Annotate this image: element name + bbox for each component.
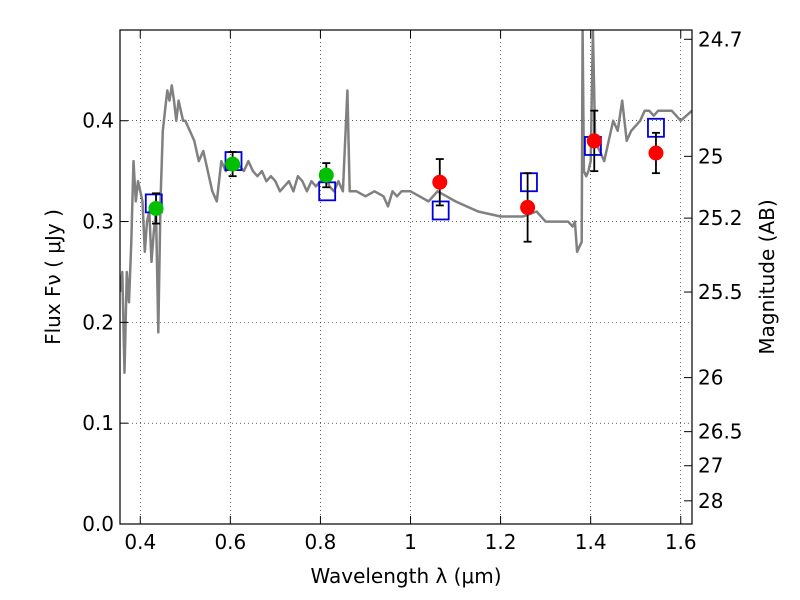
y-tick-label: 0.2 [82,310,114,334]
x-tick-label: 1 [404,530,417,554]
observed_nir-point [432,174,448,190]
model-photometry-square [431,200,450,221]
x-tick-label: 0.6 [214,530,246,554]
mag-tick-label: 25.5 [698,280,743,304]
y-axis-label: Flux Fν ( μJy ) [41,209,65,345]
mag-tick-label: 27 [698,454,723,478]
axis-ticks: 0.4 0.6 0.8 1 1.2 1.4 1.6 0.0 0.1 0.2 0.3 0.4 24.7 25… [82,27,742,554]
mag-tick-label: 25.2 [698,206,743,230]
y-axis-right-label: Magnitude (AB) [755,199,779,354]
plot-area [120,30,692,375]
y-tick-label: 0.1 [82,411,114,435]
observed_optical-point [318,167,334,183]
observed_nir-point [586,133,602,149]
y-tick-label: 0.4 [82,109,114,133]
observed_optical-point [148,200,164,216]
mag-tick-label: 28 [698,489,723,513]
observed_nir-point [520,199,536,215]
model-spectrum-line [120,30,692,375]
mag-tick-label: 24.7 [698,27,743,51]
mag-tick-label: 26.5 [698,420,743,444]
mag-tick-label: 25 [698,144,723,168]
x-tick-label: 0.4 [124,530,156,554]
x-tick-label: 1.6 [665,530,697,554]
axes-frame [119,29,693,525]
gridlines [120,30,692,525]
x-tick-label: 1.4 [575,530,607,554]
observed_nir-point [648,145,664,161]
x-tick-label: 1.2 [485,530,517,554]
y-tick-label: 0.3 [82,210,114,234]
mag-tick-label: 26 [698,366,723,390]
x-tick-label: 0.8 [305,530,337,554]
y-tick-label: 0.0 [82,512,114,536]
x-axis-label: Wavelength λ (μm) [310,564,501,588]
model-photometry-square [520,172,538,193]
observed_optical-point [225,156,241,172]
